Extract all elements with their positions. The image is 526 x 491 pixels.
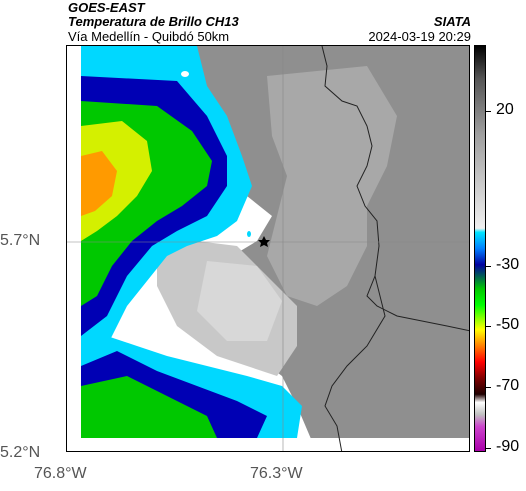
star-icon <box>258 236 270 247</box>
colorbar-tick <box>486 448 491 449</box>
colorbar-tick <box>486 266 491 267</box>
colorbar-tick <box>486 111 491 112</box>
orange-cloud-core <box>81 151 117 216</box>
colorbar-label: -30 <box>496 256 520 273</box>
colorbar-tick <box>486 326 491 327</box>
light-cloud-core <box>197 261 282 341</box>
source-label: SIATA <box>433 14 471 29</box>
gray-cloud-light <box>267 66 397 306</box>
department-border-south <box>324 275 386 451</box>
map-canvas <box>67 46 469 451</box>
green-cloud-south <box>81 376 217 438</box>
lon-tick-label: 76.3°W <box>250 465 303 482</box>
colorbar <box>474 45 486 452</box>
cyan-cell-core <box>181 71 189 77</box>
department-border-east <box>321 46 469 332</box>
yellow-cloud-band <box>81 121 152 241</box>
lon-tick-label: 76.8°W <box>34 465 87 482</box>
route-subtitle: Vía Medellín - Quibdó 50km <box>68 29 230 44</box>
lat-tick-label: 5.2°N <box>0 444 41 461</box>
lat-tick-label: 5.7°N <box>0 232 41 249</box>
satellite-name: GOES-EAST <box>68 0 145 15</box>
colorbar-label: 20 <box>496 101 514 118</box>
colorbar-tick <box>486 387 491 388</box>
product-title: Temperatura de Brillo CH13 <box>68 14 239 29</box>
satellite-map[interactable] <box>66 45 470 452</box>
colorbar-label: -90 <box>496 438 520 455</box>
colorbar-label: -70 <box>496 377 520 394</box>
timestamp: 2024-03-19 20:29 <box>368 29 471 44</box>
colorbar-label: -50 <box>496 316 520 333</box>
cyan-cell-small <box>247 231 251 237</box>
